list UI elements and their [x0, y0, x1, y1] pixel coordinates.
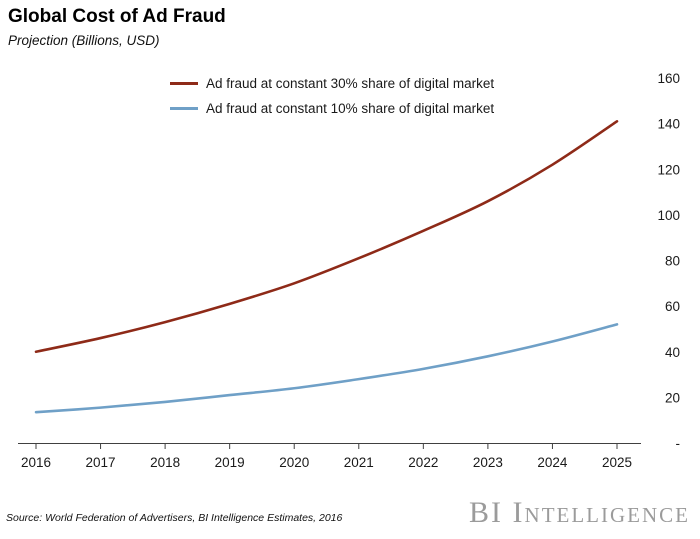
legend-swatch-10pct	[170, 107, 198, 110]
legend-label-10pct: Ad fraud at constant 10% share of digita…	[206, 101, 495, 116]
series-line-1	[34, 323, 619, 414]
y-tick-label: 160	[657, 71, 680, 86]
legend-label-30pct: Ad fraud at constant 30% share of digita…	[206, 76, 495, 91]
x-tick-label: 2017	[86, 455, 116, 470]
x-tick-label: 2024	[537, 455, 568, 470]
y-tick-label: -	[676, 436, 681, 451]
x-tick-label: 2022	[408, 455, 438, 470]
y-tick-label: 120	[657, 162, 680, 177]
x-tick-label: 2025	[602, 455, 632, 470]
x-tick-label: 2020	[279, 455, 309, 470]
x-tick-label: 2019	[215, 455, 245, 470]
x-tick-label: 2018	[150, 455, 180, 470]
y-tick-label: 60	[665, 299, 680, 314]
y-tick-label: 100	[657, 208, 680, 223]
page-title: Global Cost of Ad Fraud	[8, 6, 226, 27]
legend-swatch-30pct	[170, 82, 198, 85]
x-tick-label: 2016	[21, 455, 51, 470]
y-tick-label: 80	[665, 254, 680, 269]
series-line-0	[34, 120, 619, 354]
y-tick-label: 20	[665, 390, 680, 405]
bi-intelligence-logo: BI Intelligence	[469, 496, 690, 529]
legend-item-30pct: Ad fraud at constant 30% share of digita…	[170, 71, 494, 96]
y-tick-label: 40	[665, 345, 680, 360]
source-note: Source: World Federation of Advertisers,…	[6, 512, 343, 524]
x-tick-label: 2023	[473, 455, 503, 470]
x-tick-label: 2021	[344, 455, 374, 470]
legend-item-10pct: Ad fraud at constant 10% share of digita…	[170, 96, 494, 121]
chart-subtitle: Projection (Billions, USD)	[8, 33, 160, 48]
y-tick-label: 140	[657, 117, 680, 132]
chart-legend: Ad fraud at constant 30% share of digita…	[170, 71, 494, 121]
